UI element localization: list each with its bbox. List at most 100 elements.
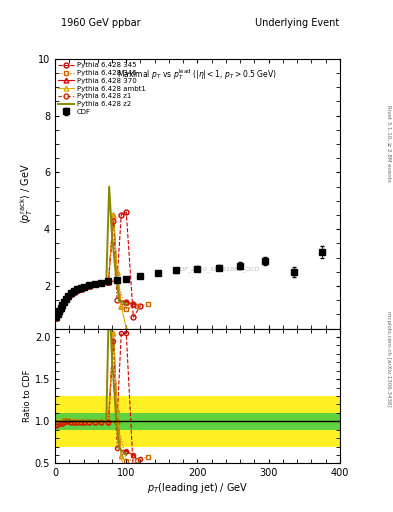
Pythia 6.428 346 (106, 279, 111, 285)
Pythia 6.428 ambt1 (78, 285, 83, 291)
Text: Rivet 3.1.10, ≥ 2.8M events: Rivet 3.1.10, ≥ 2.8M events (386, 105, 391, 182)
Pythia 6.428 345 (54, 315, 59, 321)
Pythia 6.428 ambt1 (63, 295, 68, 301)
Pythia 6.428 345 (131, 314, 136, 320)
Pythia 6.428 ambt1 (59, 305, 63, 311)
Pythia 6.428 z2 (75, 286, 79, 292)
Pythia 6.428 z2 (71, 288, 76, 294)
Pythia 6.428 345 (138, 303, 143, 309)
Pythia 6.428 370 (93, 281, 97, 287)
Pythia 6.428 ambt1 (60, 302, 64, 308)
Pythia 6.428 346 (55, 311, 60, 317)
Line: Pythia 6.428 345: Pythia 6.428 345 (54, 210, 143, 320)
Pythia 6.428 z2 (78, 285, 83, 291)
Pythia 6.428 z1 (93, 281, 97, 287)
Pythia 6.428 ambt1 (61, 299, 66, 305)
Pythia 6.428 ambt1 (111, 212, 116, 218)
Pythia 6.428 345 (60, 303, 64, 309)
Pythia 6.428 z1 (78, 285, 83, 291)
Pythia 6.428 z1 (55, 311, 60, 317)
Pythia 6.428 z1 (106, 279, 111, 285)
Pythia 6.428 346 (66, 293, 70, 299)
Pythia 6.428 345 (119, 212, 124, 218)
Pythia 6.428 370 (71, 289, 76, 295)
Pythia 6.428 346 (78, 285, 83, 291)
Pythia 6.428 z1 (115, 297, 119, 303)
Pythia 6.428 346 (68, 290, 73, 296)
Pythia 6.428 345 (87, 283, 92, 289)
Pythia 6.428 345 (57, 308, 62, 314)
Pythia 6.428 345 (99, 280, 104, 286)
Pythia 6.428 ambt1 (124, 326, 129, 332)
Pythia 6.428 345 (75, 287, 79, 293)
Pythia 6.428 ambt1 (71, 288, 76, 294)
Pythia 6.428 370 (115, 269, 119, 275)
Pythia 6.428 346 (82, 284, 86, 290)
Pythia 6.428 370 (66, 293, 70, 299)
Pythia 6.428 345 (93, 281, 97, 287)
Pythia 6.428 346 (115, 278, 119, 284)
Pythia 6.428 z1 (68, 290, 73, 296)
Pythia 6.428 345 (55, 311, 60, 317)
Pythia 6.428 z1 (87, 283, 92, 289)
Pythia 6.428 370 (124, 298, 129, 305)
Pythia 6.428 345 (59, 306, 63, 312)
Pythia 6.428 z1 (75, 287, 79, 293)
Pythia 6.428 ambt1 (68, 290, 73, 296)
Pythia 6.428 z2 (87, 282, 92, 288)
Pythia 6.428 z2 (63, 295, 68, 301)
Pythia 6.428 345 (66, 293, 70, 299)
Pythia 6.428 z2 (99, 280, 104, 286)
Pythia 6.428 z2 (57, 308, 62, 314)
X-axis label: $p_T$(leading jet) / GeV: $p_T$(leading jet) / GeV (147, 481, 248, 495)
Pythia 6.428 z1 (71, 289, 76, 295)
Pythia 6.428 370 (55, 311, 60, 317)
Text: 1960 GeV ppbar: 1960 GeV ppbar (61, 18, 141, 28)
Pythia 6.428 370 (78, 285, 83, 291)
Pythia 6.428 z1 (54, 315, 59, 321)
Pythia 6.428 z2 (55, 311, 60, 317)
Pythia 6.428 370 (57, 308, 62, 314)
Pythia 6.428 345 (61, 300, 66, 306)
Pythia 6.428 z2 (82, 284, 86, 290)
Pythia 6.428 370 (61, 300, 66, 306)
Pythia 6.428 ambt1 (106, 278, 111, 284)
Pythia 6.428 ambt1 (55, 311, 60, 317)
Pythia 6.428 z2 (66, 292, 70, 298)
Pythia 6.428 346 (63, 295, 68, 302)
Pythia 6.428 370 (68, 290, 73, 296)
Text: Maximal $p_T$ vs $p_T^{\mathrm{lead}}$ ($|\eta| < 1$, $p_T > 0.5$ GeV): Maximal $p_T$ vs $p_T^{\mathrm{lead}}$ (… (118, 67, 277, 82)
Pythia 6.428 z2 (124, 302, 129, 308)
Pythia 6.428 z2 (61, 299, 66, 305)
Pythia 6.428 345 (82, 284, 86, 290)
Pythia 6.428 z1 (61, 300, 66, 306)
Pythia 6.428 ambt1 (87, 282, 92, 288)
Text: Underlying Event: Underlying Event (255, 18, 339, 28)
Pythia 6.428 z2 (113, 269, 118, 275)
Pythia 6.428 345 (115, 278, 119, 284)
Pythia 6.428 346 (75, 287, 79, 293)
Pythia 6.428 370 (111, 212, 116, 218)
Pythia 6.428 345 (71, 289, 76, 295)
Pythia 6.428 z1 (66, 293, 70, 299)
Pythia 6.428 370 (75, 287, 79, 293)
Pythia 6.428 370 (60, 303, 64, 309)
Pythia 6.428 346 (71, 289, 76, 295)
Pythia 6.428 370 (99, 280, 104, 286)
Pythia 6.428 z1 (111, 218, 116, 224)
Pythia 6.428 346 (59, 306, 63, 312)
Pythia 6.428 z1 (60, 303, 64, 309)
Pythia 6.428 ambt1 (57, 308, 62, 314)
Pythia 6.428 ambt1 (54, 314, 59, 320)
Pythia 6.428 346 (54, 315, 59, 321)
Pythia 6.428 z2 (104, 278, 108, 284)
Pythia 6.428 345 (106, 279, 111, 285)
Pythia 6.428 z2 (60, 302, 64, 308)
Pythia 6.428 346 (87, 283, 92, 289)
Pythia 6.428 ambt1 (75, 286, 79, 292)
Line: Pythia 6.428 z2: Pythia 6.428 z2 (56, 186, 126, 317)
Line: Pythia 6.428 ambt1: Pythia 6.428 ambt1 (54, 212, 129, 331)
Pythia 6.428 346 (134, 303, 139, 309)
Pythia 6.428 345 (78, 285, 83, 291)
Pythia 6.428 ambt1 (99, 280, 104, 286)
